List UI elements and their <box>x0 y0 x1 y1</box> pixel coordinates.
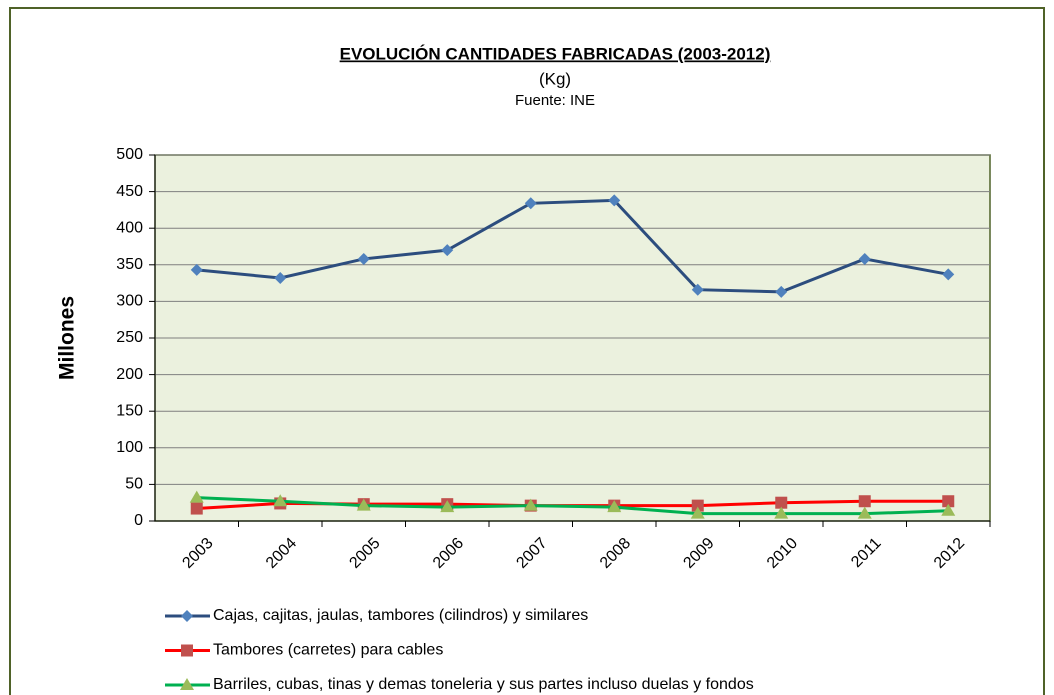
data-point <box>356 498 371 511</box>
y-tick-label: 450 <box>116 183 143 200</box>
data-point <box>357 252 370 265</box>
legend-label: Cajas, cajitas, jaulas, tambores (cilind… <box>213 607 588 624</box>
series-line <box>196 198 949 294</box>
data-point <box>775 285 788 298</box>
y-tick-label: 100 <box>116 439 143 456</box>
legend-marker <box>181 610 193 622</box>
data-point <box>691 283 704 296</box>
data-point <box>523 498 538 511</box>
y-tick-label: 0 <box>134 512 143 529</box>
data-point <box>941 503 956 516</box>
data-point <box>607 500 622 513</box>
data-point <box>190 502 203 515</box>
y-tick-label: 150 <box>116 402 143 419</box>
data-point <box>608 194 621 207</box>
data-point <box>440 500 455 513</box>
y-tick-label: 50 <box>125 476 143 493</box>
chart-title: EVOLUCIÓN CANTIDADES FABRICADAS (2003-20… <box>340 44 771 63</box>
data-point <box>441 244 454 257</box>
legend-marker <box>181 644 193 657</box>
data-point <box>858 495 871 508</box>
data-point <box>942 268 955 281</box>
chart-subtitle: (Kg) <box>539 69 571 88</box>
y-tick-label: 200 <box>116 366 143 383</box>
data-point <box>524 197 537 210</box>
data-point <box>190 263 203 276</box>
data-point <box>774 506 789 519</box>
data-point <box>274 271 287 284</box>
data-point <box>691 499 704 512</box>
y-tick-label: 400 <box>116 219 143 236</box>
legend-label: Barriles, cubas, tinas y demas toneleria… <box>213 676 754 693</box>
y-tick-label: 300 <box>116 293 143 310</box>
y-axis-label: Millones <box>56 296 79 380</box>
data-point <box>775 496 788 509</box>
data-point <box>273 494 288 507</box>
data-point <box>942 495 955 508</box>
data-point <box>690 506 705 519</box>
y-tick-label: 500 <box>116 146 143 163</box>
data-point <box>858 252 871 265</box>
chart-source: Fuente: INE <box>515 92 595 109</box>
y-tick-label: 250 <box>116 329 143 346</box>
legend-label: Tambores (carretes) para cables <box>213 642 443 659</box>
data-point <box>857 506 872 519</box>
y-tick-label: 350 <box>116 256 143 273</box>
legend-marker <box>180 678 194 690</box>
series-line <box>196 496 949 516</box>
data-point <box>189 490 204 503</box>
